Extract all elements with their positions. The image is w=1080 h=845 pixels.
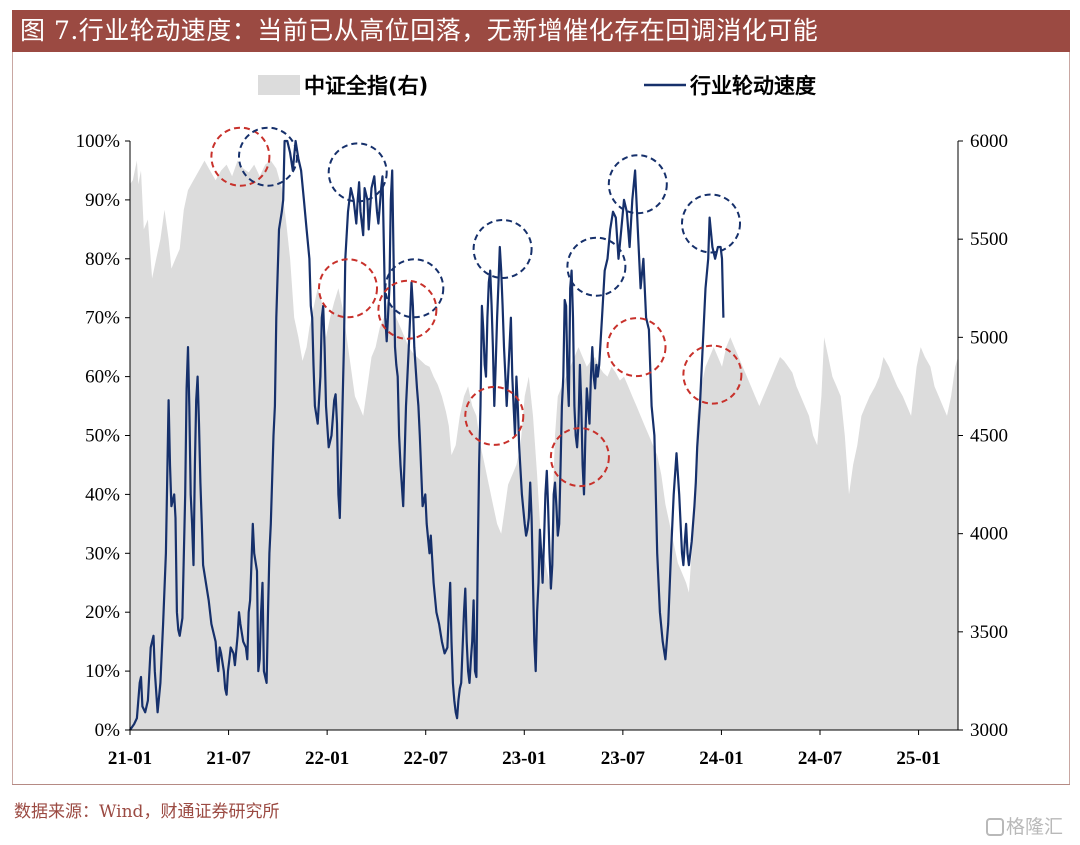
y-right-tick-label: 6000 [970, 131, 1008, 152]
annotation-circle-blue [681, 193, 741, 254]
y-right-tick-label: 3500 [970, 622, 1008, 643]
source-divider [12, 784, 1070, 785]
y-left-tick-label: 50% [85, 426, 120, 447]
annotation-circle-blue [472, 219, 533, 279]
annotation-circle-red [549, 427, 610, 488]
y-left-tick-label: 0% [95, 720, 121, 741]
y-left-tick-label: 20% [85, 602, 120, 623]
annotation-circle-red [210, 126, 271, 187]
x-tick-label: 25-01 [896, 748, 940, 769]
x-tick-label: 24-07 [798, 748, 843, 769]
x-tick-label: 21-01 [108, 748, 152, 769]
annotation-circle-red [377, 279, 438, 340]
title-bar: 图 7.行业轮动速度：当前已从高位回落，无新增催化存在回调消化可能 [12, 10, 1070, 52]
annotation-circle-red [682, 344, 743, 405]
legend-label-line: 行业轮动速度 [689, 74, 816, 98]
y-left-tick-label: 70% [85, 308, 120, 329]
x-tick-label: 23-01 [502, 748, 546, 769]
area-layer [130, 160, 958, 731]
y-left-tick-label: 40% [85, 484, 120, 505]
y-left-tick-label: 90% [85, 190, 120, 211]
x-tick-label: 21-07 [206, 748, 251, 769]
y-right-tick-label: 5500 [970, 229, 1008, 250]
legend: 中证全指(右) 行业轮动速度 [258, 74, 816, 98]
y-right-tick-label: 4500 [970, 426, 1008, 447]
area-series-csi-all [130, 160, 958, 731]
annotation-circle-blue [384, 258, 445, 319]
line-series-rotation-speed [129, 139, 725, 731]
annotation-circle-blue [238, 126, 298, 187]
axis-layer: 0% 10% 20% 30% 40% 50% 60% 70% 80% 90% 100% 3000 350… [76, 131, 1008, 769]
x-tick-label: 22-07 [404, 748, 449, 769]
y-right-tick-label: 5000 [970, 327, 1008, 348]
x-tick-label: 22-01 [305, 748, 349, 769]
annotation-circle-blue [566, 236, 627, 297]
annotation-circle-blue [607, 154, 668, 215]
legend-swatch-area [258, 75, 300, 95]
watermark-text: 格隆汇 [1006, 816, 1064, 838]
watermark: 格隆汇 [986, 812, 1063, 839]
y-left-tick-label: 80% [85, 249, 120, 270]
y-right-tick-label: 4000 [970, 524, 1008, 545]
annotation-circle-blue [327, 142, 388, 203]
figure-title: 图 7.行业轮动速度：当前已从高位回落，无新增催化存在回调消化可能 [20, 16, 819, 45]
chart-frame [12, 52, 1070, 785]
y-left-tick-label: 10% [85, 661, 120, 682]
y-left-tick-label: 30% [85, 543, 120, 564]
source-note: 数据来源：Wind，财通证券研究所 [14, 802, 280, 822]
y-left-tick-label: 60% [85, 367, 120, 388]
annotation-circle-red [318, 258, 378, 319]
x-tick-label: 23-07 [601, 748, 646, 769]
legend-label-area: 中证全指(右) [304, 74, 428, 98]
x-tick-label: 24-01 [699, 748, 743, 769]
y-right-tick-label: 3000 [970, 720, 1008, 741]
line-layer [129, 139, 725, 731]
annotation-circle-red [464, 385, 525, 446]
annotation-layer [210, 126, 743, 488]
y-left-tick-label: 100% [76, 131, 121, 152]
watermark-logo-icon [986, 818, 1004, 836]
annotation-circle-red [606, 317, 667, 378]
